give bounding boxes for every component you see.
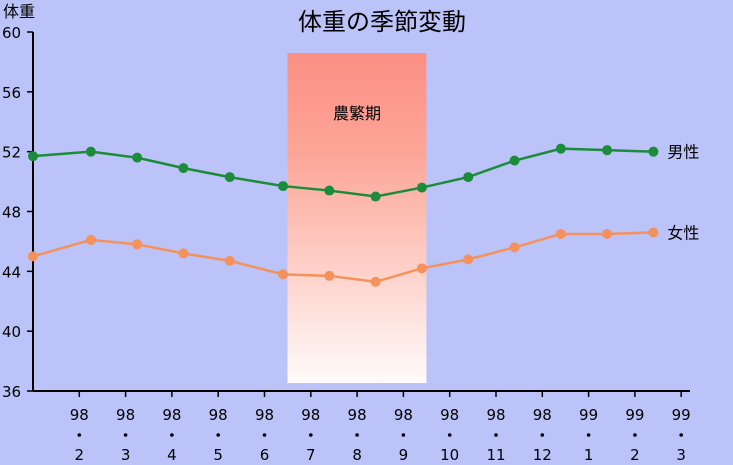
x-tick-label-year: 98: [348, 406, 367, 424]
x-tick-label-year: 98: [533, 406, 552, 424]
series-label: 男性: [667, 143, 699, 162]
x-tick-label-month: 1: [584, 446, 594, 464]
x-tick-label-month: 9: [399, 446, 409, 464]
data-point: [370, 191, 381, 202]
data-point: [555, 143, 566, 154]
y-tick-label: 56: [2, 84, 21, 102]
x-tick-label-month: 5: [213, 446, 223, 464]
x-tick-separator-dot: [262, 433, 267, 437]
data-point: [178, 163, 189, 174]
x-tick-label-month: 4: [167, 446, 177, 464]
data-point: [278, 181, 289, 192]
x-tick-label-month: 6: [260, 446, 270, 464]
y-tick-label: 52: [2, 144, 21, 162]
data-point: [648, 227, 659, 238]
data-point: [509, 242, 520, 253]
x-tick-separator-dot: [355, 433, 359, 437]
x-tick-separator-dot: [494, 433, 498, 437]
y-tick-label: 36: [2, 383, 21, 401]
annotation-band: [287, 53, 427, 383]
data-point: [132, 239, 143, 250]
x-tick-label-year: 99: [625, 406, 644, 424]
x-tick-label-year: 98: [440, 406, 459, 424]
data-point: [416, 182, 427, 193]
data-point: [28, 151, 38, 162]
data-point: [224, 172, 235, 183]
annotation-label: 農繁期: [333, 104, 381, 123]
x-tick-label-year: 99: [672, 406, 691, 424]
x-tick-label-year: 98: [301, 406, 320, 424]
x-tick-label-month: 8: [352, 446, 362, 464]
x-tick-separator-dot: [309, 433, 313, 437]
data-point: [463, 172, 474, 183]
data-point: [555, 228, 566, 239]
y-tick-label: 48: [2, 204, 21, 222]
x-tick-label-month: 10: [440, 446, 459, 464]
series-line: [32, 147, 654, 198]
x-tick-label-year: 98: [255, 406, 274, 424]
series-label: 女性: [667, 223, 699, 242]
data-point: [509, 155, 520, 166]
data-point: [370, 276, 381, 287]
y-tick-label: 40: [2, 323, 21, 341]
x-tick-label-year: 98: [70, 406, 89, 424]
data-point: [278, 269, 289, 280]
x-tick-label-year: 98: [394, 406, 413, 424]
x-tick-label-month: 2: [75, 446, 85, 464]
x-tick-label-month: 11: [486, 446, 505, 464]
data-point: [463, 254, 474, 265]
x-tick-label-month: 7: [306, 446, 316, 464]
x-tick-label-year: 99: [579, 406, 598, 424]
data-point: [324, 185, 335, 196]
chart-title: 体重の季節変動: [298, 8, 466, 36]
x-tick-separator-dot: [633, 433, 637, 437]
data-point: [85, 234, 96, 245]
y-tick-label: 60: [2, 24, 21, 42]
data-point: [178, 248, 189, 259]
x-tick-separator-dot: [123, 433, 128, 437]
x-tick-label-year: 98: [162, 406, 181, 424]
x-tick-label-month: 3: [121, 446, 131, 464]
x-tick-separator-dot: [170, 433, 174, 437]
x-tick-separator-dot: [216, 433, 220, 437]
data-point: [416, 263, 427, 274]
data-point: [648, 146, 659, 157]
x-tick-separator-dot: [540, 433, 545, 437]
data-point: [85, 146, 96, 157]
y-axis-label: 体重: [3, 2, 35, 21]
data-point: [28, 251, 38, 262]
data-point: [602, 228, 613, 239]
data-point: [224, 255, 235, 266]
x-tick-label-month: 2: [630, 446, 640, 464]
x-tick-separator-dot: [77, 433, 82, 437]
x-tick-label-year: 98: [486, 406, 505, 424]
series-line: [32, 231, 654, 284]
x-tick-label-year: 98: [209, 406, 228, 424]
data-point: [132, 152, 143, 163]
x-tick-separator-dot: [679, 433, 683, 437]
data-point: [602, 145, 613, 156]
x-tick-label-year: 98: [116, 406, 135, 424]
x-tick-label-month: 3: [676, 446, 686, 464]
x-tick-separator-dot: [447, 433, 452, 437]
y-tick-label: 44: [2, 263, 21, 281]
x-tick-separator-dot: [586, 433, 591, 437]
x-tick-separator-dot: [401, 433, 406, 437]
x-tick-label-month: 12: [533, 446, 552, 464]
data-point: [324, 270, 335, 281]
